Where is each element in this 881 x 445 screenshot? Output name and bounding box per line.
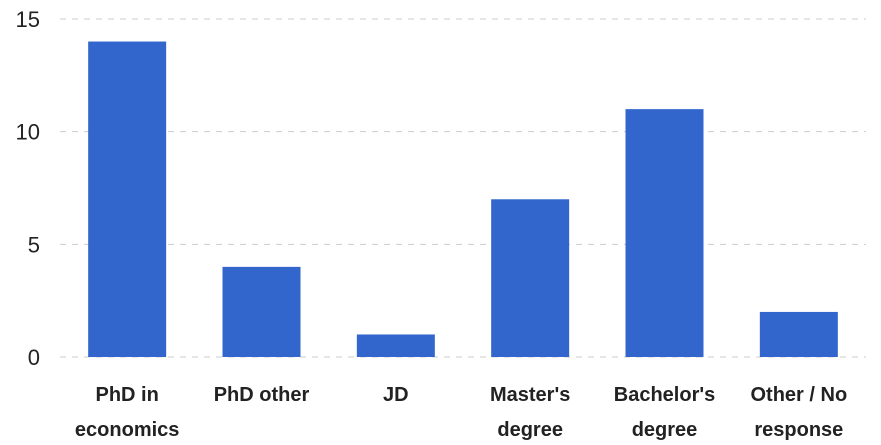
x-category-label: Master's — [490, 384, 570, 406]
x-category-label: JD — [383, 384, 409, 406]
x-category-label: PhD in — [95, 384, 158, 406]
y-tick-label: 5 — [28, 232, 40, 257]
bar — [491, 199, 570, 357]
y-tick-label: 15 — [16, 7, 40, 32]
y-tick-label: 10 — [16, 120, 40, 145]
x-category-label: PhD other — [214, 384, 310, 406]
x-category-label: degree — [497, 419, 563, 441]
bar — [759, 311, 838, 357]
bar — [625, 109, 704, 357]
bar — [88, 41, 167, 358]
y-axis-ticks: 0 5 10 15 — [16, 7, 40, 370]
bar — [222, 266, 301, 357]
x-axis-labels: PhD in economics PhD other JD Master's degree… — [75, 384, 847, 441]
x-category-label: economics — [75, 419, 179, 441]
gridlines — [60, 18, 866, 358]
bars — [88, 41, 838, 358]
x-category-label: response — [754, 419, 843, 441]
x-category-label: Other / No — [750, 384, 847, 406]
x-category-label: Bachelor's — [614, 384, 715, 406]
x-category-label: degree — [632, 419, 698, 441]
y-tick-label: 0 — [28, 345, 40, 370]
bar — [356, 334, 435, 357]
